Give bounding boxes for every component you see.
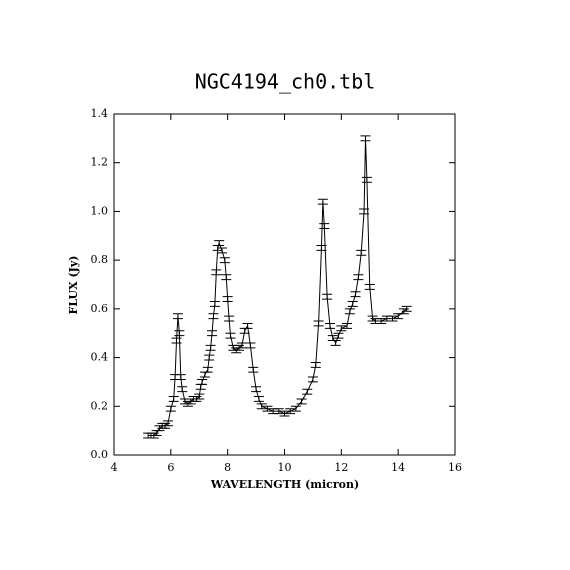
error-bar (165, 405, 176, 412)
plot-frame (113, 113, 456, 456)
error-bar (350, 291, 361, 298)
error-bar (333, 332, 344, 339)
error-bar (208, 313, 219, 320)
x-tick-label: 12 (334, 461, 348, 474)
error-bar (174, 330, 185, 337)
x-tick-label: 16 (448, 461, 462, 474)
error-bar (313, 320, 324, 327)
error-bar (256, 403, 267, 410)
spectrum-line (148, 138, 408, 437)
error-bar (205, 344, 216, 351)
x-tick-label: 4 (111, 461, 118, 474)
error-bar (273, 408, 284, 415)
error-bar (310, 361, 321, 368)
y-tick-label: 0.8 (91, 253, 109, 266)
error-bar (172, 313, 183, 320)
error-bar (216, 247, 227, 254)
chart-title: NGC4194_ch0.tbl (195, 70, 376, 94)
error-bar (307, 376, 318, 383)
y-tick-label: 0.2 (91, 399, 109, 412)
error-bar (245, 342, 256, 349)
error-bar (202, 366, 213, 373)
error-bar (401, 305, 412, 312)
error-bar (214, 240, 225, 247)
error-bar (209, 301, 220, 307)
error-bar (285, 408, 296, 415)
error-bar (319, 223, 330, 229)
error-bar (316, 245, 327, 251)
error-bar (361, 176, 372, 183)
error-bar (347, 301, 358, 307)
error-bar (204, 354, 215, 361)
error-bar (197, 378, 208, 385)
error-bar (219, 257, 230, 264)
error-bar (330, 340, 341, 346)
error-bar (242, 322, 253, 329)
error-bar (177, 386, 188, 393)
error-bar (262, 405, 273, 412)
error-bar (356, 249, 367, 256)
error-bar (279, 410, 290, 417)
y-tick-label: 1.0 (91, 204, 109, 217)
error-bar (359, 208, 370, 215)
error-bar (336, 325, 347, 332)
y-tick-label: 0.0 (91, 448, 109, 461)
y-tick-label: 0.6 (91, 302, 109, 315)
error-bar (162, 420, 173, 427)
error-bar (344, 308, 355, 315)
error-bar (199, 371, 210, 378)
error-bar (387, 315, 398, 322)
error-bar (195, 383, 206, 390)
error-bar (342, 322, 353, 329)
y-tick-label: 1.4 (91, 107, 109, 120)
error-bar (168, 396, 179, 402)
x-axis-label: WAVELENGTH (micron) (210, 478, 359, 491)
error-bar (322, 293, 333, 300)
y-tick-label: 0.4 (91, 351, 109, 364)
error-bar (290, 405, 301, 412)
error-bar (253, 396, 264, 402)
error-bar (211, 269, 222, 276)
error-bar (222, 296, 233, 303)
error-bar (364, 284, 375, 290)
x-tick-label: 8 (224, 461, 231, 474)
error-bar (221, 274, 232, 281)
error-bar (302, 388, 313, 395)
error-bar (225, 332, 236, 339)
error-bar (251, 386, 262, 393)
error-bar (171, 337, 182, 344)
x-tick-label: 14 (391, 461, 405, 474)
x-tick-label: 6 (167, 461, 174, 474)
error-bar (207, 330, 218, 337)
error-bar (248, 366, 259, 373)
error-bar (170, 374, 181, 380)
error-bar (376, 318, 387, 324)
error-bar (194, 393, 205, 400)
error-bar (236, 342, 247, 349)
y-axis-label: FLUX (Jy) (67, 256, 80, 315)
error-bar (317, 198, 328, 205)
error-bar (353, 274, 364, 281)
error-bar (360, 135, 371, 142)
error-bar (296, 398, 307, 405)
error-bar (224, 315, 235, 322)
x-tick-label: 10 (278, 461, 292, 474)
error-bar (324, 322, 335, 329)
y-tick-label: 1.2 (91, 156, 109, 169)
error-bar (175, 374, 186, 380)
